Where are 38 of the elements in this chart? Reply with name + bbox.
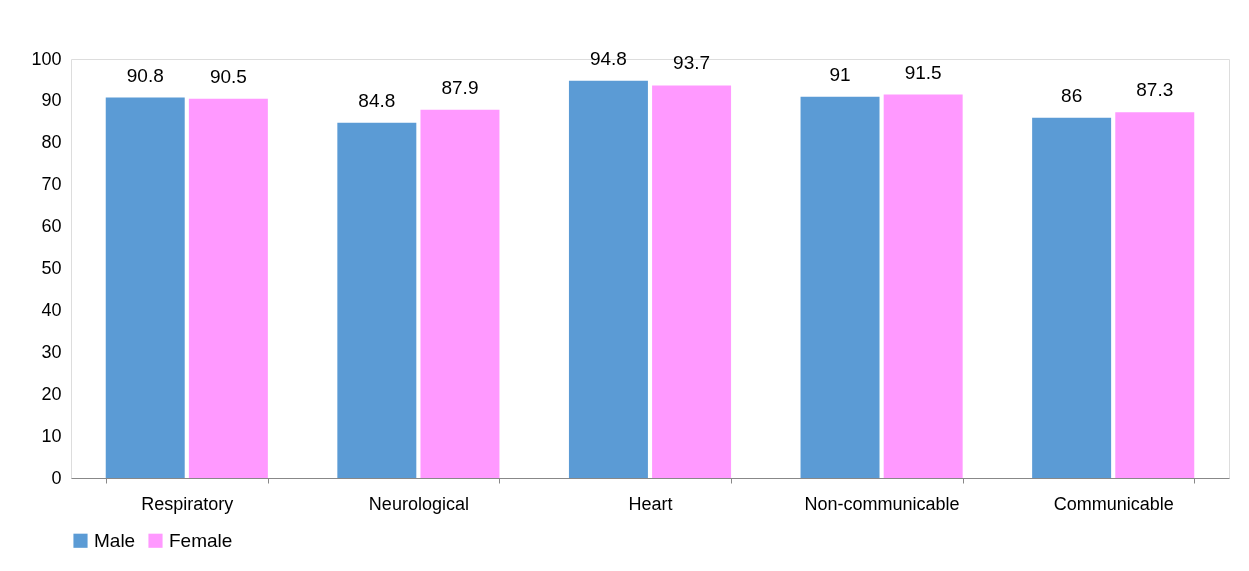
bar: [568, 80, 648, 478]
bar: [105, 97, 185, 478]
x-tick-label: Communicable: [1053, 493, 1174, 514]
x-tick-label: Respiratory: [141, 493, 234, 514]
legend-label: Female: [169, 529, 233, 551]
bar: [1115, 112, 1195, 478]
y-tick-label: 0: [51, 467, 62, 488]
bar: [883, 94, 963, 478]
data-label: 87.9: [441, 76, 479, 98]
data-label: 94.8: [589, 47, 627, 69]
bar: [420, 109, 500, 478]
data-label: 90.5: [209, 65, 247, 87]
x-tick-label: Neurological: [368, 493, 469, 514]
bar: [337, 122, 417, 478]
y-tick-label: 50: [41, 258, 62, 278]
y-tick-label: 70: [41, 174, 62, 195]
y-tick-label: 80: [41, 132, 62, 153]
bar: [800, 96, 880, 478]
data-label: 93.7: [673, 52, 711, 74]
y-tick-label: 90: [41, 90, 62, 111]
data-label: 91.5: [904, 61, 942, 83]
y-tick-label: 30: [41, 341, 62, 362]
data-label: 90.8: [126, 64, 164, 86]
bar: [652, 85, 732, 478]
bar: [188, 98, 268, 478]
data-label: 84.8: [358, 89, 396, 111]
y-tick-label: 20: [41, 383, 62, 404]
data-label: 91: [829, 63, 851, 85]
y-tick-label: 10: [41, 425, 62, 446]
x-tick-label: Heart: [628, 493, 673, 514]
data-label: 87.3: [1136, 79, 1174, 101]
y-tick-label: 100: [31, 48, 62, 69]
data-label: 86: [1061, 84, 1083, 106]
legend-label: Male: [94, 529, 136, 551]
y-tick-label: 60: [41, 216, 62, 237]
y-tick-label: 40: [41, 299, 62, 320]
bar: [1032, 117, 1112, 478]
x-tick-label: Non-communicable: [804, 493, 960, 514]
